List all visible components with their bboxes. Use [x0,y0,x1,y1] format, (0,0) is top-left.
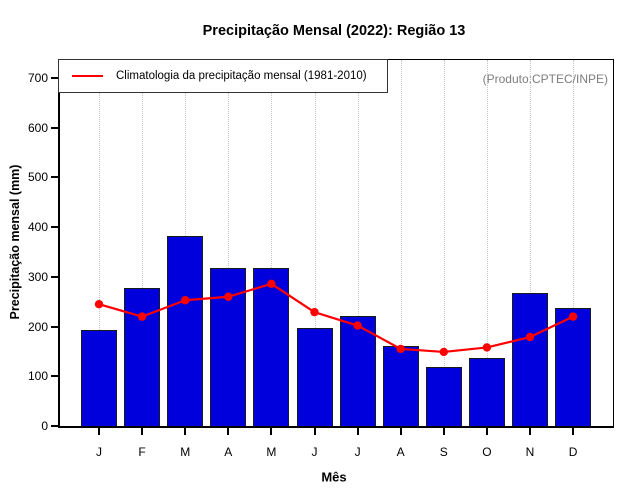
vertical-gridline [142,60,144,426]
climatology-point-M-4 [267,279,276,289]
bar-D-11 [555,307,592,426]
x-tick [399,428,402,435]
vertical-gridline [99,60,100,426]
vertical-gridline [573,60,575,426]
y-tick-label: 300 [27,269,48,284]
producer-annotation: (Produto:CPTEC/INPE) [482,72,608,86]
vertical-gridline [486,60,488,426]
x-tick [270,428,273,435]
x-tick [313,428,316,435]
y-tick-label: 400 [27,220,48,235]
legend-label: Climatologia da precipitação mensal (198… [116,70,367,82]
x-tick-label: N [525,445,535,459]
bar-layer [60,60,613,426]
x-tick-label: A [396,445,405,459]
vertical-gridline [443,60,445,426]
climatology-point-A-7 [396,344,405,354]
vertical-gridline [271,60,273,426]
x-tick [184,428,187,435]
x-tick-label: J [354,445,361,459]
bar-M-4 [253,267,290,426]
y-tick [51,126,59,129]
vertical-gridline [530,60,531,426]
climatology-point-F-1 [137,312,147,321]
climatology-point-J-5 [310,307,319,317]
legend-line-swatch-icon [72,75,103,77]
x-tick-label: O [482,445,492,459]
y-tick [51,425,59,427]
climatology-point-A-3 [224,292,233,301]
x-tick [141,428,144,435]
x-tick [572,428,575,435]
y-tick [51,176,59,179]
x-tick-label: S [439,445,448,459]
x-tick [442,428,445,435]
x-tick [485,428,488,435]
x-tick-label: J [311,445,318,459]
x-tick [98,428,100,435]
x-tick [356,428,359,435]
x-axis-title: Mês [321,469,347,485]
climatology-point-N-10 [525,332,535,342]
bar-A-7 [382,346,419,426]
y-tick-label: 600 [27,120,48,135]
bar-O-9 [468,357,505,426]
bar-N-10 [512,293,548,426]
y-tick-label: 100 [27,369,48,384]
climatology-line [98,282,574,354]
y-tick-label: 700 [27,71,48,85]
y-tick-label: 0 [41,419,48,433]
vertical-gridline [228,60,230,426]
y-tick-label: 500 [27,170,48,185]
x-tick-label: D [568,445,578,459]
chart-title: Precipitação Mensal (2022): Região 13 [202,23,466,39]
bar-J-0 [81,329,117,426]
climatology-point-J-6 [353,321,362,330]
axis-tick-layer: J F M A M J J A S O N D 0 100 200 300 400 500 600 700 [28,60,613,459]
x-tick-label: M [266,445,277,459]
plot-area: J F M A M J J A S O N D 0 100 200 300 400 500 600 700 Clima… [28,59,614,459]
y-tick-label: 200 [27,319,48,334]
x-tick-label: A [224,445,233,459]
bar-M-2 [167,236,204,426]
vertical-gridline [400,60,402,426]
bar-J-5 [296,328,333,426]
climatology-point-S-8 [439,347,448,357]
y-tick [51,375,59,378]
vertical-gridline [357,60,359,426]
climatology-point-J-0 [94,300,104,309]
x-tick-label: F [138,445,146,459]
y-tick [51,275,59,278]
climatology-point-O-9 [482,343,492,352]
climatology-point-M-2 [181,296,190,305]
vertical-gridline [314,60,316,426]
x-tick-label: J [96,445,102,459]
bar-J-6 [339,315,376,426]
bar-S-8 [425,366,462,426]
climatology-line-layer [94,279,578,357]
climatology-point-D-11 [568,312,578,321]
y-tick [51,226,59,229]
x-tick [529,428,531,435]
y-tick [51,77,59,79]
x-tick [227,428,230,435]
legend: Climatologia da precipitação mensal (198… [58,59,388,93]
y-tick [51,325,59,328]
x-tick-label: M [180,445,191,459]
y-axis-title: Precipitação mensal (mm) [8,164,22,320]
